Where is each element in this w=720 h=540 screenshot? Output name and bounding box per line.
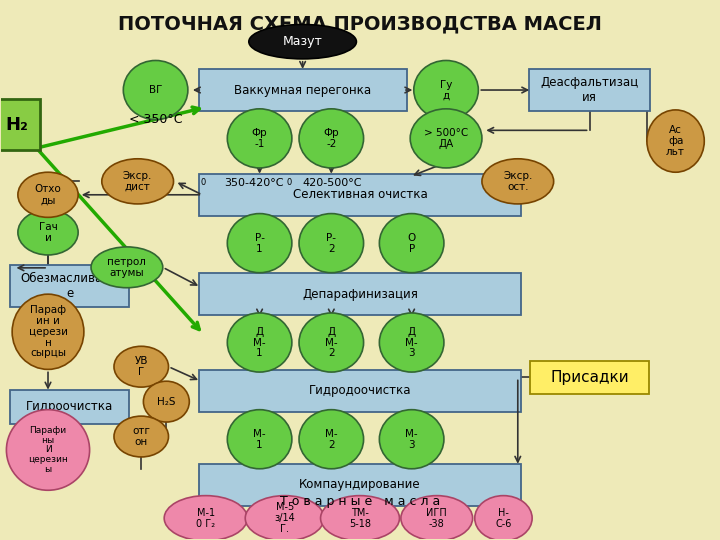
Ellipse shape [249, 24, 356, 59]
Text: Гидроочистка: Гидроочистка [26, 401, 113, 414]
Ellipse shape [647, 110, 704, 172]
Ellipse shape [123, 60, 188, 119]
Text: петрол
атумы: петрол атумы [107, 257, 146, 278]
FancyBboxPatch shape [199, 464, 521, 506]
Text: Фр
-2: Фр -2 [323, 128, 339, 149]
Ellipse shape [114, 346, 168, 387]
Ellipse shape [18, 210, 78, 255]
Text: М-
2: М- 2 [325, 429, 338, 450]
Text: H₂S: H₂S [157, 396, 176, 407]
Ellipse shape [299, 410, 364, 469]
Text: отг
он: отг он [132, 426, 150, 447]
Text: Р-
2: Р- 2 [326, 233, 336, 254]
Text: Ас
фа
льт: Ас фа льт [666, 125, 685, 157]
Text: О
Р: О Р [408, 233, 415, 254]
Text: М-
1: М- 1 [253, 429, 266, 450]
FancyBboxPatch shape [199, 370, 521, 412]
Text: Р-
1: Р- 1 [255, 233, 264, 254]
Text: Обезмасливани
е: Обезмасливани е [21, 272, 118, 300]
Text: УВ
Г: УВ Г [135, 356, 148, 377]
Ellipse shape [410, 109, 482, 168]
Text: Т о в а р н ы е   м а с л а: Т о в а р н ы е м а с л а [280, 495, 440, 508]
Text: < 350°C: < 350°C [129, 113, 182, 126]
Text: Экср.
дист: Экср. дист [123, 171, 153, 192]
Ellipse shape [414, 60, 478, 119]
FancyBboxPatch shape [531, 361, 649, 394]
Ellipse shape [320, 496, 400, 540]
Ellipse shape [228, 410, 292, 469]
Text: Парафи
ны
И
церезин
ы: Парафи ны И церезин ы [28, 426, 68, 474]
FancyBboxPatch shape [0, 99, 40, 151]
Ellipse shape [474, 496, 532, 540]
Text: ПОТОЧНАЯ СХЕМА ПРОИЗВОДСТВА МАСЕЛ: ПОТОЧНАЯ СХЕМА ПРОИЗВОДСТВА МАСЕЛ [118, 15, 602, 34]
Text: Гидродоочистка: Гидродоочистка [309, 384, 411, 397]
Text: Присадки: Присадки [550, 370, 629, 385]
Ellipse shape [164, 496, 248, 540]
Ellipse shape [246, 496, 324, 540]
FancyBboxPatch shape [10, 389, 129, 424]
Ellipse shape [114, 416, 168, 457]
Text: Депарафинизация: Депарафинизация [302, 288, 418, 301]
FancyBboxPatch shape [528, 69, 650, 111]
Ellipse shape [12, 294, 84, 369]
Text: 420-500°C: 420-500°C [302, 178, 362, 188]
Text: Мазут: Мазут [283, 35, 323, 48]
Text: ВГ: ВГ [149, 85, 162, 95]
Text: Д
М-
2: Д М- 2 [325, 327, 338, 359]
Text: Н-
С-6: Н- С-6 [495, 508, 512, 529]
Ellipse shape [299, 109, 364, 168]
Ellipse shape [18, 172, 78, 218]
Ellipse shape [299, 313, 364, 372]
Text: Ваккумная перегонка: Ваккумная перегонка [234, 84, 372, 97]
FancyBboxPatch shape [10, 265, 129, 307]
Text: 0: 0 [286, 178, 292, 187]
Text: > 500°C
ДА: > 500°C ДА [424, 128, 468, 149]
Text: М-
3: М- 3 [405, 429, 418, 450]
Ellipse shape [299, 214, 364, 273]
Ellipse shape [6, 410, 89, 490]
Ellipse shape [143, 381, 189, 422]
Text: ИГП
-38: ИГП -38 [426, 508, 447, 529]
Ellipse shape [228, 313, 292, 372]
Text: H₂: H₂ [6, 116, 29, 134]
Ellipse shape [482, 159, 554, 204]
Text: Отхо
ды: Отхо ды [35, 184, 61, 205]
Ellipse shape [379, 313, 444, 372]
Text: Параф
ин и
церези
н
сырцы: Параф ин и церези н сырцы [29, 305, 68, 359]
Text: 350-420°C: 350-420°C [224, 178, 283, 188]
Ellipse shape [228, 214, 292, 273]
Text: Гач
и: Гач и [39, 222, 58, 243]
Text: М-1
0 Г₂: М-1 0 Г₂ [197, 508, 215, 529]
Text: Гу
д: Гу д [440, 79, 452, 100]
Ellipse shape [228, 109, 292, 168]
Text: ТМ-
5-18: ТМ- 5-18 [349, 508, 371, 529]
Text: 0: 0 [201, 178, 206, 187]
Text: Экср.
ост.: Экср. ост. [503, 171, 533, 192]
Text: Компаундирование: Компаундирование [300, 478, 420, 491]
Ellipse shape [379, 410, 444, 469]
Text: Д
М-
1: Д М- 1 [253, 327, 266, 359]
Text: Селективная очистка: Селективная очистка [292, 188, 428, 201]
FancyBboxPatch shape [199, 174, 521, 216]
Ellipse shape [379, 214, 444, 273]
Ellipse shape [401, 496, 472, 540]
Text: М-5
з/14
Г.: М-5 з/14 Г. [274, 502, 295, 534]
Ellipse shape [102, 159, 174, 204]
FancyBboxPatch shape [199, 273, 521, 315]
FancyBboxPatch shape [199, 69, 407, 111]
Ellipse shape [91, 247, 163, 288]
Text: Фр
-1: Фр -1 [252, 128, 267, 149]
Text: Д
М-
3: Д М- 3 [405, 327, 418, 359]
Text: Деасфальтизац
ия: Деасфальтизац ия [541, 76, 639, 104]
